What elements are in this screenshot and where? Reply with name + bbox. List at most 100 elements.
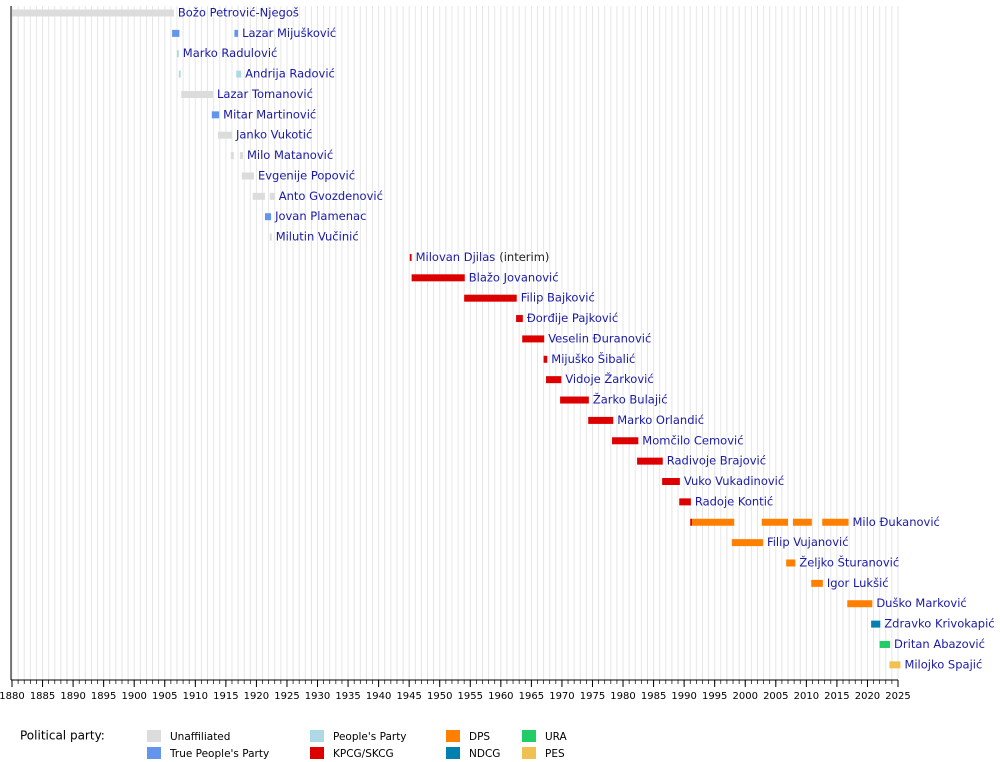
legend-swatch: [446, 730, 460, 742]
person-name: Janko Vukotić: [235, 128, 312, 142]
legend-swatch: [147, 730, 161, 742]
person-name: Vuko Vukadinović: [684, 474, 784, 488]
person-name: Filip Bajković: [521, 291, 595, 305]
term-bar: [239, 152, 243, 160]
term-bar: [252, 192, 265, 200]
x-tick-label: 1985: [641, 691, 666, 702]
x-tick-label: 1980: [610, 691, 635, 702]
person-name: Zdravko Krivokapić: [884, 617, 994, 631]
person-name: Božo Petrović-Njegoš: [178, 6, 299, 20]
term-bar: [176, 50, 179, 58]
x-tick-label: 1995: [702, 691, 727, 702]
term-bar: [637, 457, 663, 465]
term-bar: [662, 478, 680, 486]
term-bar: [679, 498, 691, 506]
person-name: Milo Matanović: [247, 148, 333, 162]
term-bar: [181, 90, 214, 98]
term-bar: [241, 172, 254, 180]
person-name: Momčilo Cemović: [642, 433, 743, 447]
legend-label: True People's Party: [169, 748, 269, 760]
x-tick-label: 2020: [855, 691, 880, 702]
term-bar: [792, 518, 812, 526]
legend-swatch: [147, 747, 161, 759]
person-name: Lazar Mijušković: [242, 26, 336, 40]
person-name: Evgenije Popović: [258, 168, 355, 182]
x-tick-label: 1970: [549, 691, 574, 702]
x-tick-label: 1975: [580, 691, 605, 702]
term-bar: [889, 661, 901, 669]
person-name: Žarko Bulajić: [593, 392, 668, 407]
x-tick-label: 1890: [60, 691, 85, 702]
x-tick-label: 2005: [763, 691, 788, 702]
legend-swatch: [522, 747, 536, 759]
term-bar: [690, 518, 693, 526]
legend-swatch: [310, 747, 324, 759]
term-bar: [211, 111, 220, 119]
x-tick-label: 1895: [91, 691, 116, 702]
person-name: Igor Lukšić: [827, 576, 889, 590]
person-name: Radoje Kontić: [695, 494, 773, 508]
legend-label: PES: [545, 748, 565, 760]
x-tick-label: 1900: [121, 691, 146, 702]
x-tick-label: 2015: [824, 691, 849, 702]
term-bar: [822, 518, 849, 526]
x-tick-label: 1925: [274, 691, 299, 702]
term-bar: [516, 315, 523, 323]
person-name: Milojko Spajić: [904, 657, 982, 671]
legend-label: DPS: [469, 731, 490, 743]
x-tick-label: 1885: [30, 691, 55, 702]
x-tick-label: 2025: [885, 691, 910, 702]
term-bar: [234, 29, 239, 37]
person-name: Mitar Martinović: [223, 107, 316, 121]
person-name: Veselin Đuranović: [548, 331, 651, 345]
term-bar: [588, 416, 614, 424]
term-bar: [871, 620, 881, 628]
term-bar: [522, 335, 545, 343]
term-bar: [217, 131, 232, 139]
x-tick-label: 1915: [213, 691, 238, 702]
term-bar: [692, 518, 735, 526]
legend-label: URA: [545, 731, 568, 743]
term-bar: [236, 70, 242, 78]
term-bar: [811, 579, 823, 587]
x-tick-label: 1905: [152, 691, 177, 702]
term-bar: [560, 396, 589, 404]
x-tick-label: 1990: [671, 691, 696, 702]
legend-label: People's Party: [333, 731, 407, 743]
person-name: Duško Marković: [876, 596, 966, 610]
term-bar: [879, 640, 891, 648]
x-tick-label: 1935: [335, 691, 360, 702]
legend-swatch: [310, 730, 324, 742]
person-name: Željko Šturanović: [799, 554, 899, 569]
person-name: Milo Đukanović: [853, 515, 940, 529]
person-name: Đorđije Pajković: [527, 311, 618, 325]
person-name: Mijuško Šibalić: [551, 351, 635, 366]
term-bar: [464, 294, 517, 302]
x-tick-label: 1960: [488, 691, 513, 702]
legend-label: Unaffiliated: [170, 731, 230, 743]
term-bar: [12, 9, 174, 17]
person-name: Vidoje Žarković: [565, 371, 653, 386]
person-name: Milutin Vučinić: [276, 230, 359, 244]
x-tick-label: 2010: [794, 691, 819, 702]
legend-label: KPCG/SKCG: [333, 748, 394, 760]
x-tick-label: 1910: [183, 691, 208, 702]
person-name: Marko Orlandić: [617, 413, 704, 427]
person-name: Radivoje Brajović: [667, 454, 766, 468]
person-name: Milovan Djilas: [416, 250, 496, 264]
x-tick-label: 1930: [305, 691, 330, 702]
term-bar: [269, 233, 272, 241]
term-bar: [178, 70, 181, 78]
person-name: Anto Gvozdenović: [279, 189, 383, 203]
legend-title: Political party:: [20, 729, 105, 743]
person-name: Filip Vujanović: [767, 535, 849, 549]
legend-label: NDCG: [469, 748, 500, 760]
term-bar: [409, 253, 412, 261]
person-name: Marko Radulović: [183, 46, 278, 60]
term-bar: [847, 600, 873, 608]
term-bar: [543, 355, 548, 363]
x-tick-label: 1945: [396, 691, 421, 702]
person-name: Jovan Plamenac: [274, 209, 366, 223]
person-name: Blažo Jovanović: [469, 270, 559, 284]
